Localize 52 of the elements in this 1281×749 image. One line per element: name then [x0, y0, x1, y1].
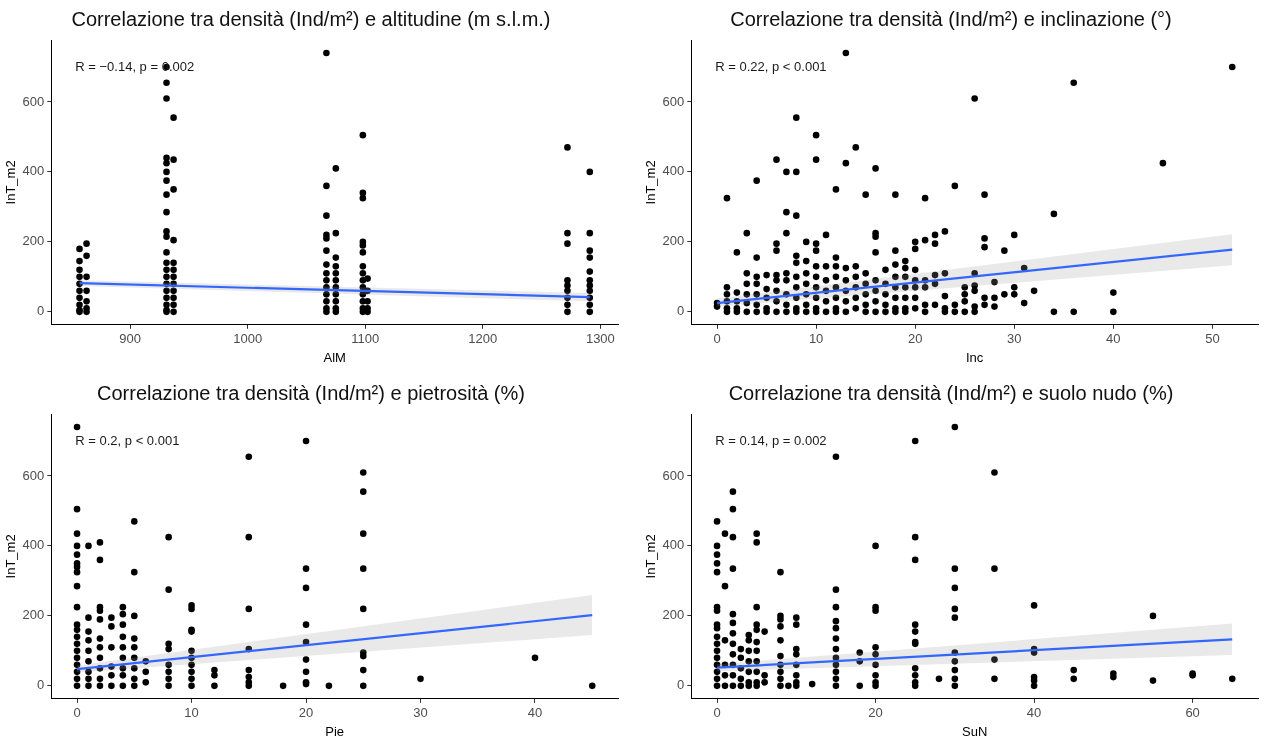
x-tick-label: 20 [868, 705, 883, 721]
annotation: R = 0.14, p = 0.002 [715, 432, 827, 448]
y-tick-label: 400 [22, 537, 45, 553]
x-tick-label: 60 [1185, 705, 1200, 721]
x-tick-label: 10 [184, 705, 199, 721]
x-tick-label: 0 [713, 331, 721, 347]
y-axis-title: InT_m2 [3, 534, 19, 579]
y-tick-label: 200 [22, 233, 45, 249]
x-tick-label: 1000 [233, 331, 263, 347]
x-axis-title: AlM [323, 349, 346, 365]
x-tick-label: 900 [119, 331, 141, 347]
chart-title: Correlazione tra densità (Ind/m²) e pietrosità (%) [97, 381, 525, 404]
x-tick-label: 40 [1026, 705, 1042, 721]
y-tick-label: 600 [22, 467, 45, 483]
chart-title: Correlazione tra densità (Ind/m²) e suolo nudo (%) [728, 381, 1174, 404]
x-tick-label: 1100 [351, 331, 380, 347]
x-axis-title: SuN [962, 723, 988, 739]
y-tick-label: 0 [677, 303, 685, 319]
y-tick-label: 0 [37, 677, 45, 693]
x-axis-title: Pie [325, 723, 345, 739]
y-axis-title: InT_m2 [3, 160, 19, 205]
y-tick-label: 200 [662, 233, 685, 249]
x-axis-title: Inc [965, 349, 984, 365]
x-tick-label: 20 [907, 331, 923, 347]
x-tick-label: 0 [73, 705, 81, 721]
y-tick-label: 0 [37, 303, 45, 319]
x-tick-label: 1200 [468, 331, 498, 347]
y-tick-label: 400 [22, 163, 45, 179]
y-tick-label: 0 [677, 677, 685, 693]
x-tick-label: 30 [413, 705, 428, 721]
chart-title: Correlazione tra densità (Ind/m²) e altitudine (m s.l.m.) [71, 7, 551, 30]
y-tick-label: 600 [662, 93, 685, 109]
x-tick-label: 50 [1205, 331, 1220, 347]
x-tick-label: 1300 [585, 331, 615, 347]
x-tick-label: 20 [298, 705, 314, 721]
x-tick-label: 30 [1007, 331, 1022, 347]
y-tick-label: 600 [22, 93, 45, 109]
x-tick-label: 0 [713, 705, 721, 721]
x-tick-label: 40 [527, 705, 543, 721]
annotation: R = −0.14, p = 0.002 [75, 58, 195, 74]
annotation: R = 0.22, p < 0.001 [715, 58, 827, 74]
y-axis-title: InT_m2 [643, 534, 659, 579]
y-tick-label: 600 [662, 467, 685, 483]
y-axis-title: InT_m2 [643, 160, 659, 205]
y-tick-label: 400 [662, 163, 685, 179]
annotation: R = 0.2, p < 0.001 [75, 432, 180, 448]
y-tick-label: 200 [22, 607, 45, 623]
x-tick-label: 10 [808, 331, 824, 347]
x-tick-label: 40 [1106, 331, 1121, 347]
y-tick-label: 200 [662, 607, 685, 623]
y-tick-label: 400 [662, 537, 685, 553]
chart-title: Correlazione tra densità (Ind/m²) e inclinazione (°) [730, 7, 1172, 30]
